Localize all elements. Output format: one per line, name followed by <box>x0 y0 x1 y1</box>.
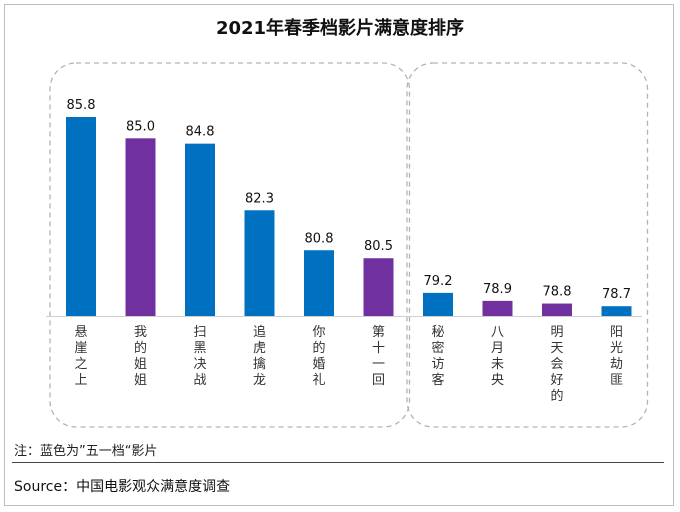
category-label: 悬崖之上 <box>74 325 87 388</box>
category-label: 阳光劫匪 <box>610 325 623 388</box>
category-label: 八月未央 <box>491 325 504 388</box>
bar <box>482 300 513 316</box>
bar <box>304 250 334 316</box>
category-label: 明天会好的 <box>550 325 563 404</box>
bar <box>423 292 453 316</box>
data-label: 85.0 <box>126 119 155 134</box>
group-outline <box>49 62 411 428</box>
divider <box>12 462 664 463</box>
bar <box>542 303 572 316</box>
category-label: 我的姐姐 <box>134 325 147 388</box>
category-label: 第十一回 <box>372 325 385 388</box>
bar <box>601 306 632 316</box>
data-label: 80.5 <box>364 239 393 254</box>
bar <box>363 258 394 316</box>
bar <box>66 117 96 316</box>
chart-note: 注：蓝色为”五一档“影片 <box>14 444 158 459</box>
category-label: 扫黑决战 <box>193 325 206 388</box>
category-label: 秘密访客 <box>431 325 444 388</box>
bar <box>185 143 215 316</box>
data-label: 78.9 <box>483 282 512 297</box>
source-label: Source：中国电影观众满意度调查 <box>14 479 231 495</box>
data-label: 82.3 <box>245 191 274 206</box>
data-label: 78.7 <box>602 287 631 302</box>
chart-frame <box>4 4 674 506</box>
data-label: 79.2 <box>424 274 453 289</box>
data-label: 80.8 <box>305 231 334 246</box>
category-label: 追虎擒龙 <box>253 324 266 388</box>
bar <box>125 138 156 316</box>
data-label: 84.8 <box>186 125 215 140</box>
data-label: 78.8 <box>543 285 572 300</box>
group-outline <box>406 62 649 428</box>
category-label: 你的婚礼 <box>312 325 325 388</box>
chart-title: 2021年春季档影片满意度排序 <box>215 18 465 39</box>
data-label: 85.8 <box>67 98 96 113</box>
bar <box>244 210 275 316</box>
